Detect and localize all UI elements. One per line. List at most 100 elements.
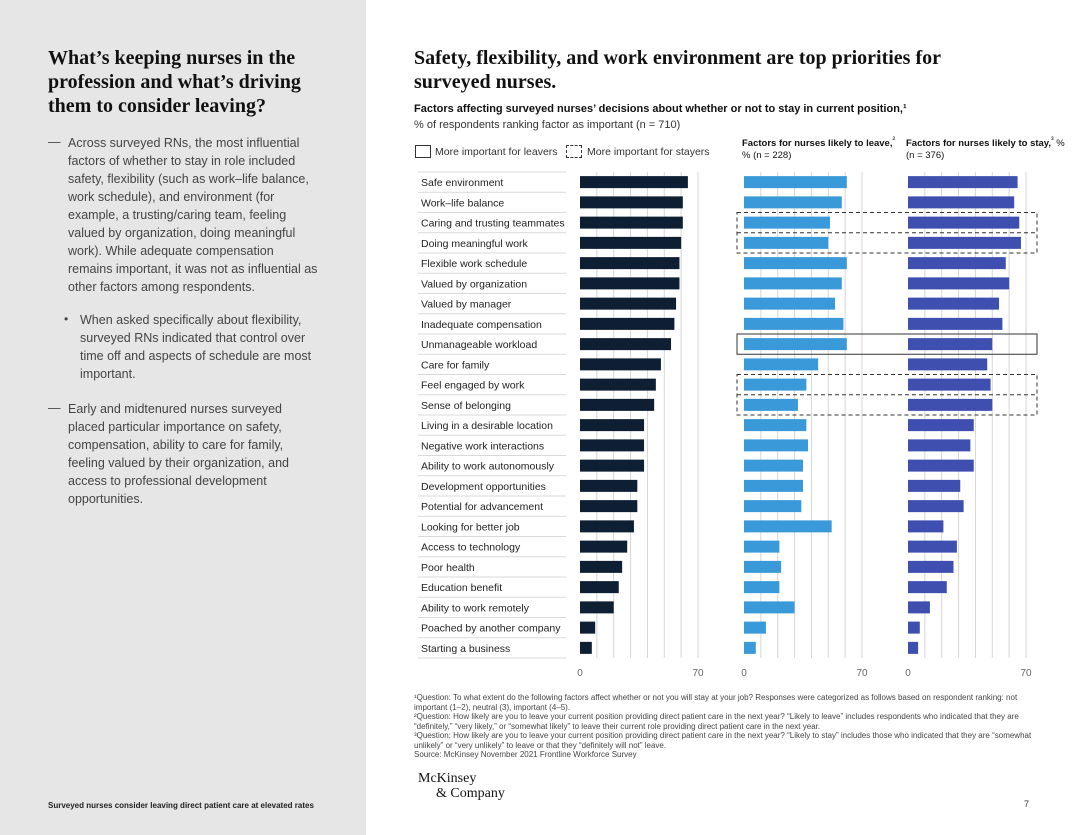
bar-all	[580, 601, 614, 614]
bar-leave	[744, 621, 766, 634]
footnote-ref: ³	[1051, 135, 1054, 144]
page-title: Safety, flexibility, and work environmen…	[414, 47, 941, 93]
bar-stay	[908, 439, 971, 452]
bar-all	[580, 317, 675, 330]
bar-stay	[908, 317, 1003, 330]
bar-stay	[908, 459, 974, 472]
bar-all	[580, 398, 655, 411]
sidebar-paragraph-3: Early and midtenured nurses surveyed pla…	[68, 402, 289, 506]
bar-stay	[908, 196, 1015, 209]
bar-leave	[744, 459, 803, 472]
bar-all	[580, 459, 645, 472]
sidebar-footer: Surveyed nurses consider leaving direct …	[48, 801, 314, 810]
footnotes: ¹Question: To what extent do the followi…	[414, 693, 1044, 760]
column-head-stay-title: Factors for nurses likely to stay,	[906, 138, 1052, 150]
bar-all	[580, 540, 628, 553]
column-head-leave-title: Factors for nurses likely to leave,	[742, 138, 893, 150]
sidebar-paragraph-1: Across surveyed RNs, the most influentia…	[68, 136, 318, 294]
bar-stay	[908, 358, 988, 371]
bar-all	[580, 621, 596, 634]
bar-stay	[908, 297, 1000, 310]
category-label: Poached by another company	[421, 623, 561, 635]
footnote-2: ²Question: How likely are you to leave y…	[414, 712, 1019, 731]
footnote-ref: ²	[892, 135, 896, 144]
column-head-stay-n: % (n = 376)	[906, 138, 1065, 162]
sidebar: What’s keeping nurses in the profession …	[0, 0, 366, 835]
footnote-3: ³Question: How likely are you to leave y…	[414, 731, 1032, 750]
chart-subtitle: % of respondents ranking factor as impor…	[414, 119, 681, 131]
bar-leave	[744, 641, 756, 654]
bar-leave	[744, 277, 842, 290]
chart-title: Factors affecting surveyed nurses’ decis…	[414, 103, 907, 115]
bar-leave	[744, 601, 795, 614]
bar-leave	[744, 176, 847, 189]
source-note: Source: McKinsey November 2021 Frontline…	[414, 750, 637, 759]
category-label: Negative work interactions	[421, 440, 544, 452]
bar-stay	[908, 641, 919, 654]
category-label: Ability to work remotely	[421, 602, 530, 614]
bar-stay	[908, 378, 991, 391]
category-label: Starting a business	[421, 643, 510, 655]
bar-all	[580, 338, 672, 351]
category-label: Looking for better job	[421, 521, 520, 533]
bar-all	[580, 196, 683, 209]
category-label: Unmanageable workload	[421, 339, 537, 351]
column-head-leave-n: % (n = 228)	[742, 150, 792, 162]
bar-all	[580, 297, 677, 310]
sidebar-title: What’s keeping nurses in the profession …	[48, 47, 301, 117]
category-label: Caring and trusting teammates	[421, 218, 565, 230]
sidebar-paragraph-2: When asked specifically about flexibilit…	[80, 313, 312, 381]
bar-leave	[744, 317, 844, 330]
bar-leave	[744, 358, 819, 371]
bar-leave	[744, 540, 780, 553]
category-label: Access to technology	[421, 542, 521, 554]
category-label: Care for family	[421, 359, 490, 371]
bar-all	[580, 500, 638, 513]
bar-leave	[744, 500, 802, 513]
column-head-leave: Factors for nurses likely to leave,² % (…	[742, 134, 902, 162]
category-label: Poor health	[421, 562, 475, 574]
x-tick-label: 70	[1020, 668, 1032, 679]
leaver-highlight-box	[736, 333, 1038, 355]
bar-leave	[744, 196, 842, 209]
category-label: Inadequate compensation	[421, 319, 542, 331]
legend-stayers-swatch	[566, 145, 582, 158]
bar-leave	[744, 479, 803, 492]
bar-stay	[908, 560, 954, 573]
legend-leavers-swatch	[415, 145, 431, 158]
bar-leave	[744, 297, 836, 310]
bar-leave	[744, 439, 809, 452]
x-tick-label: 0	[577, 668, 583, 679]
x-tick-label: 70	[692, 668, 704, 679]
mckinsey-logo: McKinsey & Company	[418, 771, 505, 801]
category-label: Feel engaged by work	[421, 380, 525, 392]
bar-stay	[908, 338, 993, 351]
bar-all	[580, 378, 656, 391]
bar-leave	[744, 560, 782, 573]
page-number: 7	[1024, 799, 1030, 809]
bullet-marker: •	[64, 312, 69, 326]
bar-leave	[744, 398, 798, 411]
bar-all	[580, 419, 645, 432]
bar-leave	[744, 216, 830, 229]
bar-all	[580, 176, 688, 189]
bar-leave	[744, 257, 847, 270]
category-label: Ability to work autonomously	[421, 461, 555, 473]
logo-line-1: McKinsey	[418, 771, 477, 786]
category-label: Doing meaningful work	[421, 238, 529, 250]
bar-all	[580, 479, 638, 492]
category-label: Development opportunities	[421, 481, 546, 493]
bar-stay	[908, 479, 961, 492]
category-label: Flexible work schedule	[421, 258, 527, 270]
bar-stay	[908, 601, 930, 614]
bar-stay	[908, 621, 920, 634]
category-label: Sense of belonging	[421, 400, 511, 412]
bar-all	[580, 216, 683, 229]
category-label: Work–life balance	[421, 197, 504, 209]
bar-all	[580, 277, 680, 290]
bar-leave	[744, 520, 832, 533]
x-tick-label: 70	[856, 668, 868, 679]
column-head-stay: Factors for nurses likely to stay,³ % (n…	[906, 134, 1066, 162]
bar-leave	[744, 378, 807, 391]
bar-stay	[908, 540, 957, 553]
